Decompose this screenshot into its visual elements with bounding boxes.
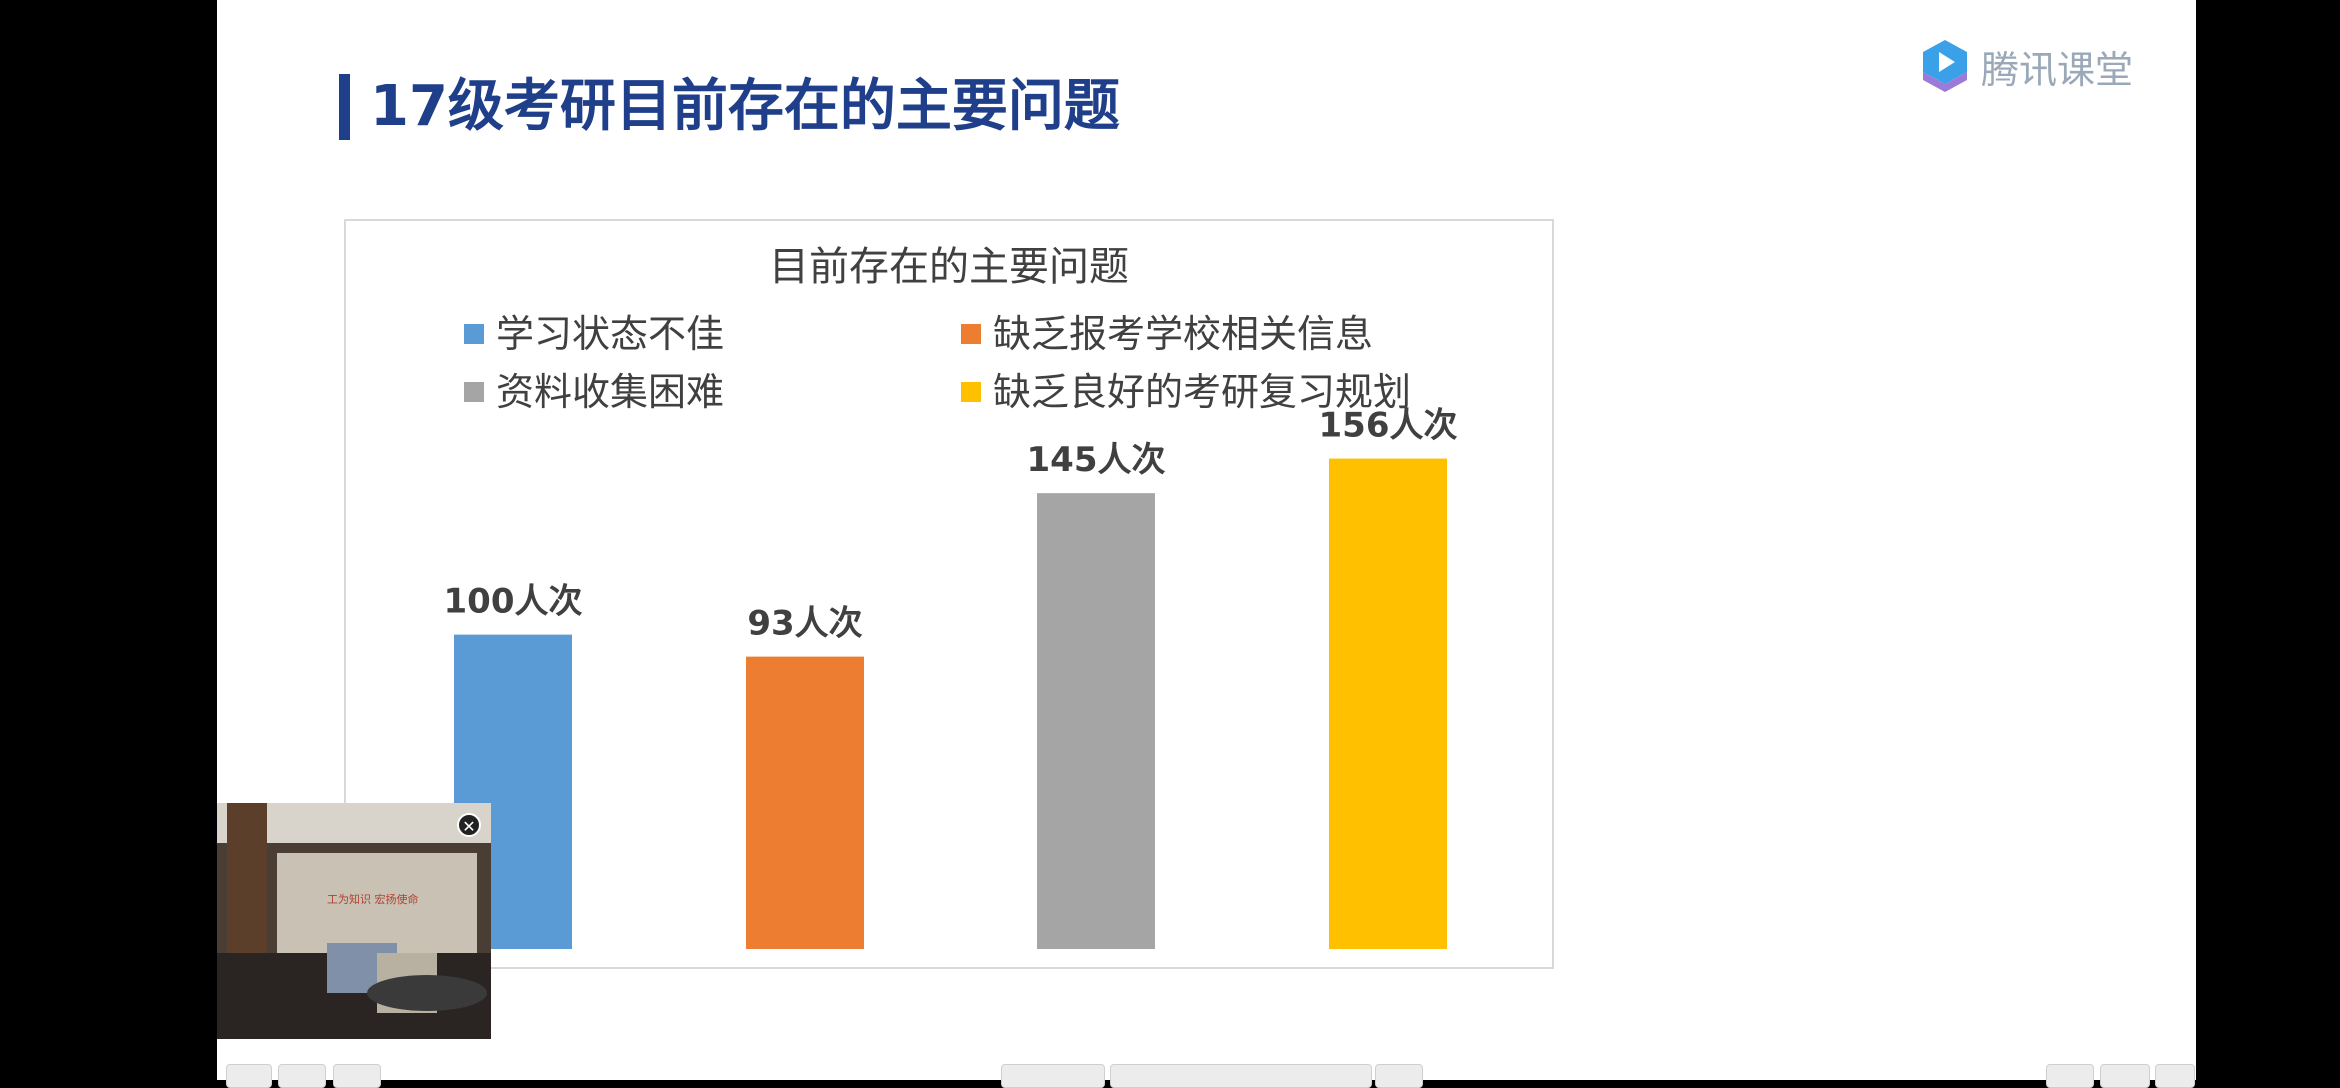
webcam-video-frame: 工为知识 宏扬使命	[217, 803, 491, 1039]
bar	[1037, 493, 1155, 949]
close-icon[interactable]: ✕	[457, 813, 481, 837]
slide-nav-control-middle[interactable]	[1110, 1064, 1372, 1088]
bottom-right-control-2[interactable]	[2100, 1064, 2150, 1088]
data-label: 156人次	[1319, 406, 1458, 446]
legend-swatch	[961, 324, 981, 344]
webcam-preview[interactable]: 工为知识 宏扬使命 ✕	[217, 803, 491, 1039]
tencent-classroom-logo-icon	[1923, 40, 1967, 92]
data-label: 145人次	[1027, 440, 1166, 480]
bottom-left-control-1[interactable]	[226, 1064, 272, 1088]
bottom-left-control-3[interactable]	[333, 1064, 381, 1088]
webcam-wall-text: 工为知识 宏扬使命	[327, 892, 419, 906]
slide-nav-control-right[interactable]	[1375, 1064, 1423, 1088]
legend-label: 缺乏报考学校相关信息	[993, 312, 1373, 356]
legend-swatch	[464, 324, 484, 344]
title-accent-bar	[339, 74, 350, 140]
bottom-left-control-2[interactable]	[278, 1064, 326, 1088]
legend-swatch	[961, 382, 981, 402]
chart-title: 目前存在的主要问题	[769, 244, 1129, 290]
slide-title: 17级考研目前存在的主要问题	[370, 74, 1120, 139]
bar	[746, 656, 864, 949]
brand: 腾讯课堂	[1915, 36, 2133, 96]
legend-label: 缺乏良好的考研复习规划	[993, 370, 1411, 414]
slide-nav-control-left[interactable]	[1001, 1064, 1105, 1088]
bottom-right-control-1[interactable]	[2046, 1064, 2094, 1088]
data-label: 100人次	[444, 582, 583, 622]
legend-swatch	[464, 382, 484, 402]
legend-label: 资料收集困难	[496, 370, 724, 414]
bar-chart: 目前存在的主要问题学习状态不佳 缺乏报考学校相关信息资料收集困难 缺乏良好的考研复习…	[344, 219, 1554, 969]
legend-label: 学习状态不佳	[496, 312, 724, 356]
brand-name: 腾讯课堂	[1981, 47, 2134, 92]
data-label: 93人次	[747, 604, 862, 644]
bar	[1329, 458, 1447, 949]
bottom-right-control-3[interactable]	[2155, 1064, 2195, 1088]
